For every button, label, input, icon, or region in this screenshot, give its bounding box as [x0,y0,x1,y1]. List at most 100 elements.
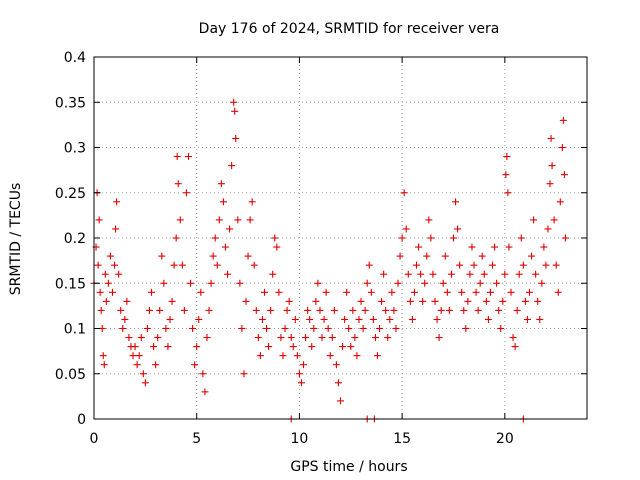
data-point [117,306,125,314]
data-point [293,352,301,360]
data-point [456,261,464,269]
data-point [285,297,293,305]
data-point [172,234,180,242]
x-tick-label: 20 [496,431,514,447]
data-point [561,234,569,242]
data-point [158,252,166,260]
data-point [176,216,184,224]
data-point [277,334,285,342]
data-point [413,261,421,269]
data-point [289,343,297,351]
data-point [101,270,109,278]
data-point [244,252,252,260]
data-point [532,270,540,278]
data-point [339,343,347,351]
data-point [275,288,283,296]
data-point [454,225,462,233]
y-tick-label: 0.15 [55,276,86,292]
data-point [203,334,211,342]
data-point [269,270,277,278]
data-point [148,288,156,296]
data-point [166,315,174,323]
data-point [464,297,472,305]
data-point [297,379,305,387]
data-point [334,379,342,387]
data-point [133,361,141,369]
data-point [462,325,470,332]
data-point [300,361,308,369]
data-point [135,352,143,360]
data-point [308,343,316,351]
data-point [279,352,287,360]
data-point [207,279,215,287]
data-point [312,297,320,305]
data-point [193,343,201,351]
data-point [406,297,414,305]
data-point [398,234,406,242]
data-point [139,370,147,378]
data-point [384,334,392,342]
data-point [517,234,525,242]
data-point [548,162,556,170]
y-tick-labels: 0 0.05 0.1 0.15 0.2 0.25 0.3 0.35 0.4 [55,50,86,428]
data-point [343,288,351,296]
data-point [378,297,386,305]
data-point [466,270,474,278]
data-point [353,352,361,360]
data-point [484,315,492,323]
data-point [513,306,521,314]
data-point [191,361,199,369]
data-point [419,297,427,305]
data-point [219,198,227,206]
data-point [232,134,240,142]
data-point [365,261,373,269]
data-point [415,243,423,251]
data-point [258,315,266,323]
data-point [369,315,377,323]
data-point [326,352,334,360]
data-point [156,306,164,314]
data-point [371,334,379,342]
data-point [328,334,336,342]
y-tick-label: 0.4 [64,50,86,66]
data-point [108,288,116,296]
data-point [180,306,188,314]
data-point [281,325,289,332]
data-point [129,352,137,360]
data-point [330,306,338,314]
data-point [521,297,529,305]
data-point [439,279,447,287]
data-point [359,325,367,332]
data-point [497,325,505,332]
data-point [474,306,482,314]
data-point [392,325,400,332]
data-point [480,270,488,278]
data-point [491,243,499,251]
data-point [119,325,127,332]
data-point [404,270,412,278]
data-point [363,279,371,287]
data-point [546,180,554,188]
data-point [394,279,402,287]
data-point [482,297,490,305]
data-point [95,216,103,224]
data-point [558,144,566,151]
data-point [205,306,213,314]
data-point [187,279,195,287]
data-point [234,216,242,224]
data-point [493,279,501,287]
data-point [250,261,258,269]
data-point [429,270,437,278]
data-point [97,306,105,314]
data-point [215,216,223,224]
data-point [94,261,102,269]
data-point [386,315,394,323]
y-tick-label: 0.05 [55,367,86,383]
data-point [435,334,443,342]
data-point [427,234,435,242]
data-point [318,334,326,342]
axis-ticks [93,56,587,420]
data-point [100,361,108,369]
data-point [476,279,484,287]
data-point [152,361,160,369]
